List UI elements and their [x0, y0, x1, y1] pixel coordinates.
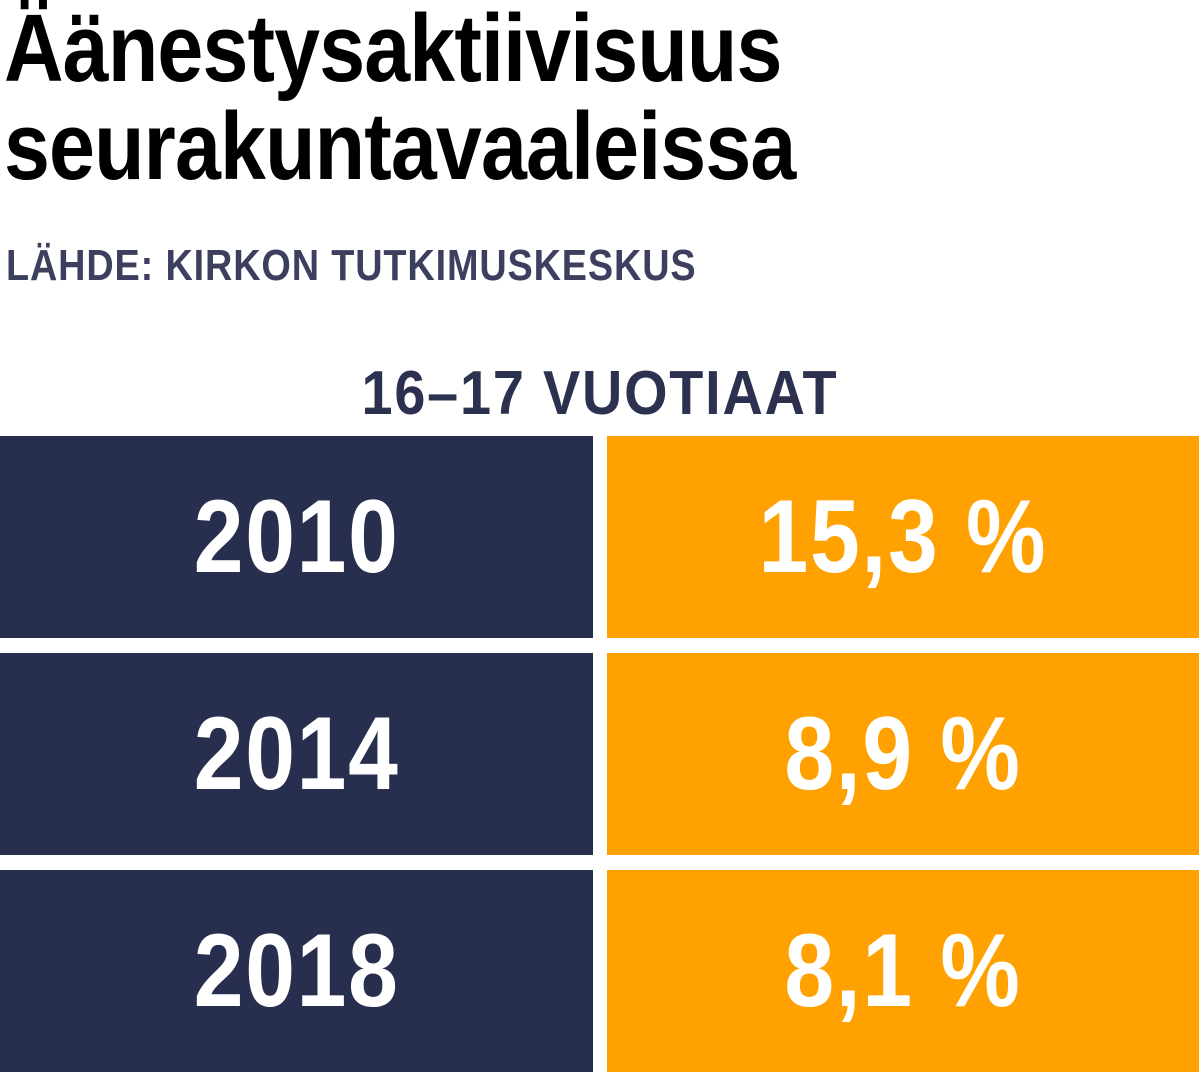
chart-title: Äänestysaktiivisuus seurakuntavaaleissa: [4, 0, 796, 200]
table-row: 2018 8,1 %: [0, 870, 1199, 1072]
chart-title-line-1: Äänestysaktiivisuus: [4, 0, 782, 102]
chart-subtitle-text: 16–17 VUOTIAAT: [361, 359, 838, 428]
value-cell: 15,3 %: [607, 436, 1199, 638]
value-label: 8,1 %: [784, 912, 1022, 1029]
year-label: 2010: [193, 478, 400, 595]
year-cell: 2014: [0, 653, 593, 855]
value-label: 15,3 %: [758, 478, 1048, 595]
year-cell: 2010: [0, 436, 593, 638]
table-row: 2014 8,9 %: [0, 653, 1199, 855]
value-label: 8,9 %: [784, 695, 1022, 812]
year-label: 2018: [193, 912, 400, 1029]
table-row: 2010 15,3 %: [0, 436, 1199, 638]
chart-source: LÄHDE: KIRKON TUTKIMUSKESKUS: [6, 241, 697, 290]
year-label: 2014: [193, 695, 400, 812]
chart-title-line-2: seurakuntavaaleissa: [4, 93, 796, 200]
year-cell: 2018: [0, 870, 593, 1072]
chart-subtitle: 16–17 VUOTIAAT: [0, 354, 1199, 434]
value-cell: 8,9 %: [607, 653, 1199, 855]
value-cell: 8,1 %: [607, 870, 1199, 1072]
